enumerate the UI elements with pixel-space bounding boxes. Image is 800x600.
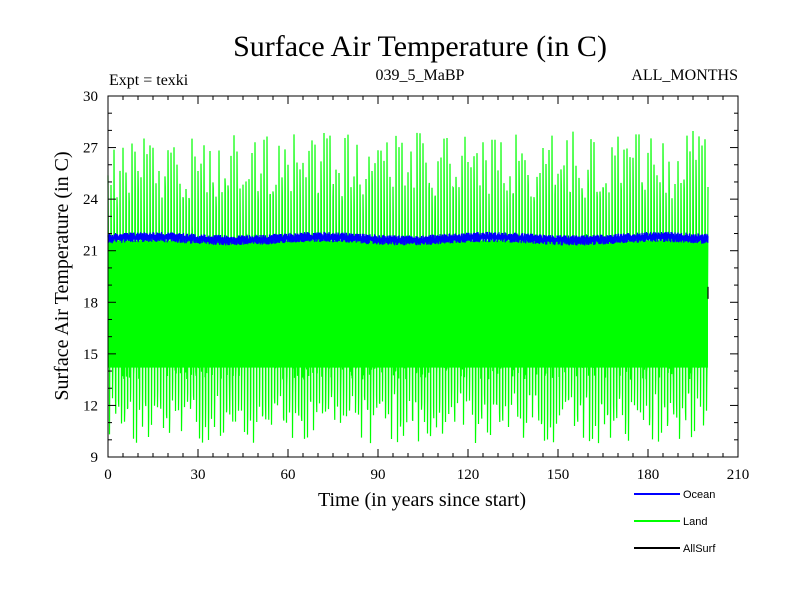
y-axis-label: Surface Air Temperature (in C)	[51, 151, 73, 400]
y-tick-label: 15	[83, 347, 98, 363]
x-tick-label: 150	[547, 467, 570, 483]
x-tick-label: 0	[104, 467, 112, 483]
chart-title: Surface Air Temperature (in C)	[233, 30, 607, 63]
plot-data-layer	[107, 130, 709, 444]
y-tick-label: 30	[83, 89, 98, 105]
x-tick-label: 30	[191, 467, 206, 483]
y-tick-label: 27	[83, 141, 99, 157]
x-axis-label: Time (in years since start)	[318, 489, 526, 511]
experiment-label: Expt = texki	[109, 72, 189, 89]
run-label: 039_5_MaBP	[376, 67, 465, 84]
x-tick-label: 90	[371, 467, 386, 483]
y-tick-label: 12	[83, 398, 98, 414]
x-tick-label: 180	[637, 467, 660, 483]
x-tick-label: 210	[727, 467, 750, 483]
y-tick-label: 24	[83, 192, 99, 208]
axis-ticks: 0 30 60 90 120 150 180 210 9 12 15 18 21 24 27 30	[83, 89, 749, 483]
legend: Ocean Land AllSurf	[634, 489, 716, 555]
legend-label-ocean: Ocean	[683, 489, 715, 501]
x-tick-label: 60	[281, 467, 296, 483]
y-tick-label: 9	[91, 450, 99, 466]
legend-label-land: Land	[683, 516, 707, 528]
y-tick-label: 18	[83, 295, 98, 311]
land-series-core	[108, 240, 708, 368]
legend-label-allsurf: AllSurf	[683, 543, 716, 555]
ocean-series-line	[107, 231, 709, 246]
y-tick-label: 21	[83, 244, 98, 260]
season-label: ALL_MONTHS	[631, 67, 738, 84]
x-tick-label: 120	[457, 467, 480, 483]
